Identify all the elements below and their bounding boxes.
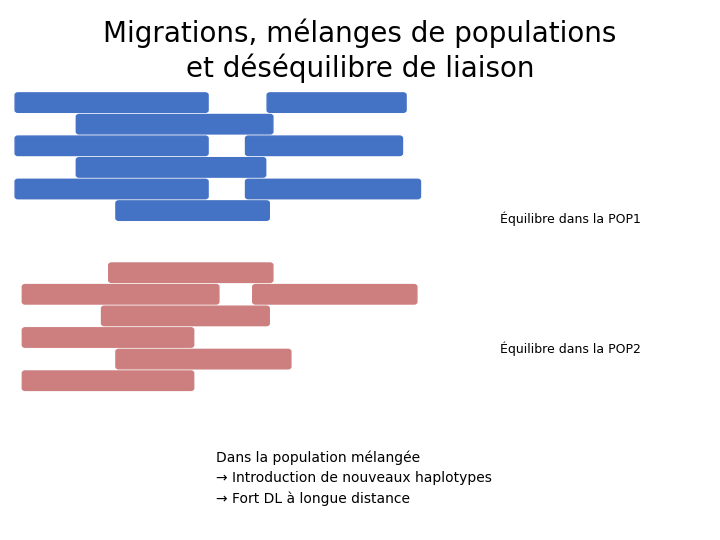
FancyBboxPatch shape: [246, 136, 402, 156]
FancyBboxPatch shape: [253, 285, 417, 304]
FancyBboxPatch shape: [15, 136, 208, 156]
Text: → Introduction de nouveaux haplotypes: → Introduction de nouveaux haplotypes: [216, 471, 492, 485]
Text: Dans la population mélangée: Dans la population mélangée: [216, 450, 420, 464]
Text: Migrations, mélanges de populations
et déséquilibre de liaison: Migrations, mélanges de populations et d…: [103, 19, 617, 83]
Text: Équilibre dans la POP1: Équilibre dans la POP1: [500, 212, 642, 226]
FancyBboxPatch shape: [246, 179, 420, 199]
Text: Équilibre dans la POP2: Équilibre dans la POP2: [500, 341, 642, 355]
FancyBboxPatch shape: [76, 158, 266, 177]
FancyBboxPatch shape: [22, 371, 194, 390]
FancyBboxPatch shape: [267, 93, 406, 112]
FancyBboxPatch shape: [76, 114, 273, 134]
FancyBboxPatch shape: [102, 306, 269, 326]
Text: → Fort DL à longue distance: → Fort DL à longue distance: [216, 491, 410, 505]
FancyBboxPatch shape: [116, 201, 269, 220]
FancyBboxPatch shape: [15, 179, 208, 199]
FancyBboxPatch shape: [15, 93, 208, 112]
FancyBboxPatch shape: [109, 263, 273, 282]
FancyBboxPatch shape: [22, 328, 194, 347]
FancyBboxPatch shape: [22, 285, 219, 304]
FancyBboxPatch shape: [116, 349, 291, 369]
